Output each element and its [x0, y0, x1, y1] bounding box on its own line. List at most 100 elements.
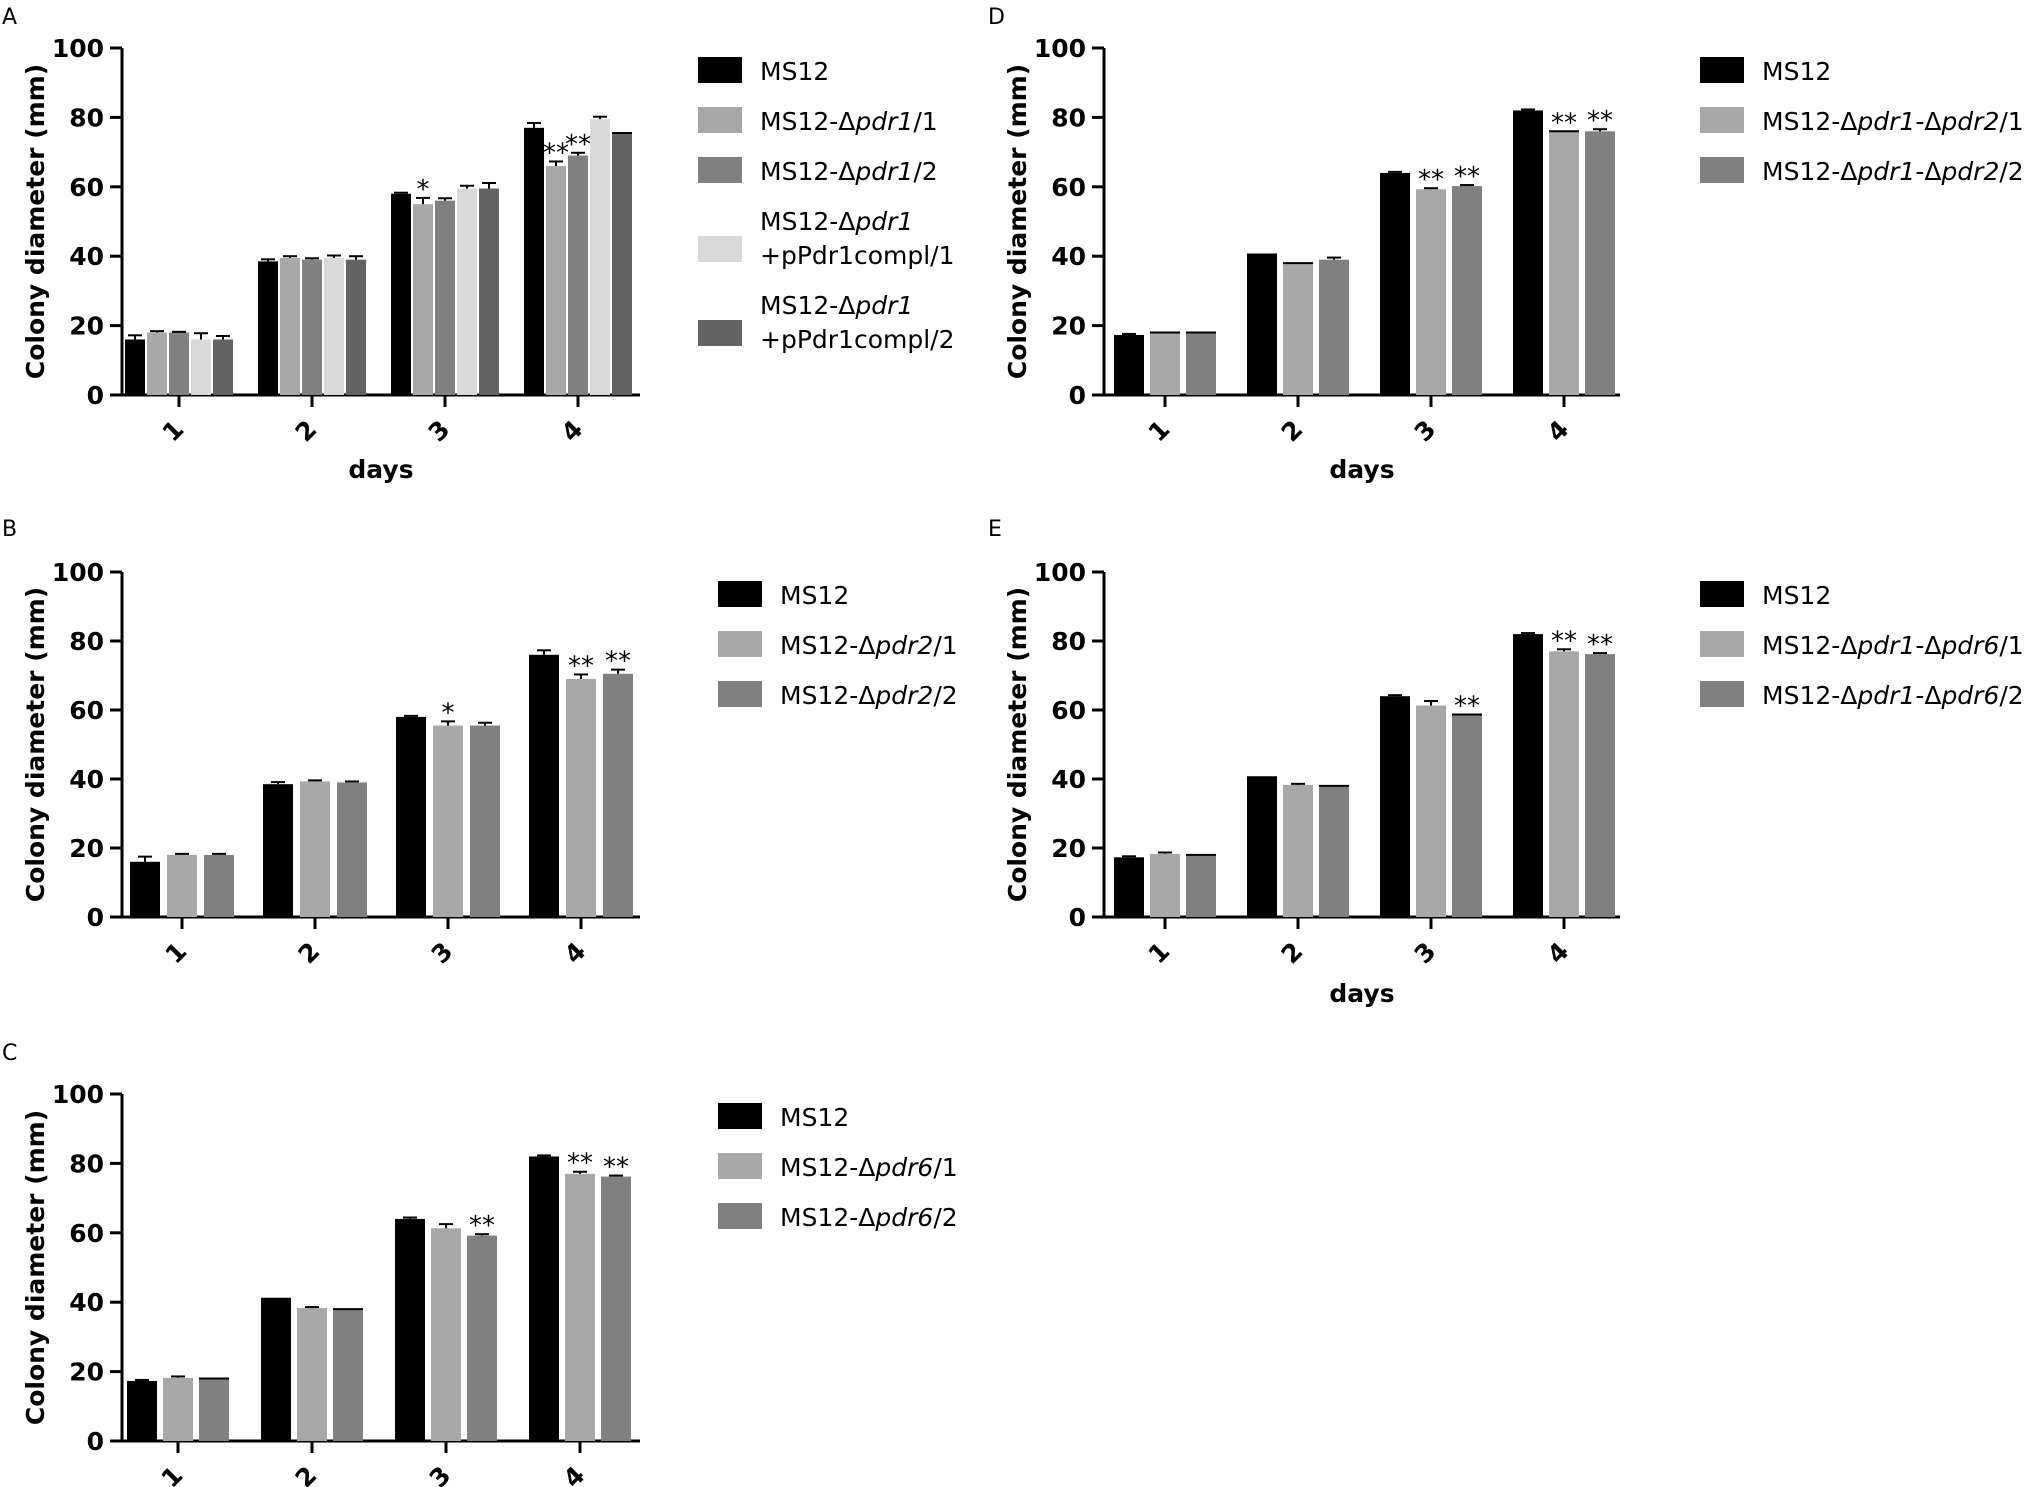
y-tick-label: 40 — [69, 765, 104, 794]
y-axis-label: Colony diameter (mm) — [21, 1110, 50, 1425]
legend-swatch — [698, 157, 742, 183]
legend-label-part: MS12-Δ — [760, 207, 855, 236]
bar — [163, 1377, 193, 1441]
legend-label-part: -Δ — [1915, 681, 1941, 710]
legend-label: MS12 — [780, 581, 849, 610]
significance-label: ** — [568, 651, 594, 681]
legend-label-part: pdr2 — [1940, 157, 1999, 186]
bar — [1150, 853, 1180, 917]
bar — [1114, 334, 1144, 395]
bar — [280, 257, 300, 395]
y-tick-label: 80 — [1051, 627, 1086, 656]
x-tick-label: 4 — [556, 415, 589, 448]
legend-swatch — [718, 631, 762, 657]
bar — [1186, 332, 1216, 395]
bar — [1513, 110, 1543, 396]
legend-swatch — [718, 1203, 762, 1229]
bar — [261, 1298, 291, 1441]
legend-item: MS12-Δpdr1-Δpdr2/2 — [1700, 157, 2024, 186]
bar — [130, 861, 160, 917]
bar — [529, 1156, 559, 1441]
legend-item: MS12-Δpdr1 +pPdr1compl/1 — [698, 207, 954, 270]
legend-label-part: MS12-Δ — [760, 157, 855, 186]
x-tick-label: 1 — [1143, 415, 1176, 448]
legend-item: MS12-Δpdr2/2 — [718, 681, 958, 710]
bar — [263, 784, 293, 917]
legend-label-part: pdr1 — [854, 157, 913, 186]
bar — [1186, 854, 1216, 917]
legend-item: MS12-Δpdr6/1 — [718, 1153, 958, 1182]
bar — [1585, 131, 1615, 395]
legend-label: MS12-Δpdr1/1 — [760, 107, 938, 136]
bar — [1416, 705, 1446, 917]
legend-label-part: /1 — [933, 1153, 957, 1182]
bar — [524, 127, 544, 395]
bar — [395, 1218, 425, 1441]
legend-item: MS12-Δpdr6/2 — [718, 1203, 958, 1232]
legend-item: MS12-Δpdr1 +pPdr1compl/2 — [698, 291, 954, 354]
bar — [566, 678, 596, 917]
significance-label: ** — [1454, 162, 1480, 192]
legend-label: MS12-Δpdr2/2 — [780, 681, 958, 710]
significance-label: ** — [1454, 691, 1480, 721]
panel-label: A — [2, 5, 17, 30]
legend-label: MS12-Δpdr2/1 — [780, 631, 958, 660]
bar — [413, 204, 433, 395]
legend-label-part: /2 — [933, 681, 957, 710]
bar — [467, 1235, 497, 1441]
legend-label: MS12 — [760, 57, 829, 86]
y-tick-label: 20 — [69, 1358, 104, 1387]
bar — [431, 1228, 461, 1441]
y-tick-label: 100 — [52, 1080, 104, 1109]
bar — [346, 259, 366, 395]
bar — [479, 188, 499, 395]
x-tick-label: 2 — [1276, 415, 1309, 448]
legend-label: MS12-Δpdr6/2 — [780, 1203, 958, 1232]
legend-label-part: MS12-Δ — [1762, 631, 1857, 660]
bar — [1452, 714, 1482, 917]
y-tick-label: 80 — [69, 103, 104, 132]
bar — [167, 854, 197, 917]
legend-label: MS12 — [1762, 581, 1831, 610]
legend-item: MS12-Δpdr1-Δpdr2/1 — [1700, 107, 2024, 136]
bar — [1585, 654, 1615, 917]
legend-item: MS12 — [1700, 57, 1831, 86]
y-axis-label: Colony diameter (mm) — [21, 64, 50, 379]
legend-label-part: /2 — [913, 157, 937, 186]
y-axis-label: Colony diameter (mm) — [21, 587, 50, 902]
significance-label: ** — [1551, 108, 1577, 138]
bar — [199, 1378, 229, 1441]
legend-label-part: MS12 — [780, 581, 849, 610]
bar — [1380, 696, 1410, 917]
bar — [1319, 785, 1349, 917]
legend-label-part: MS12-Δ — [1762, 681, 1857, 710]
y-axis-label: Colony diameter (mm) — [1003, 64, 1032, 379]
y-axis-label: Colony diameter (mm) — [1003, 587, 1032, 902]
bar — [1247, 777, 1277, 917]
legend-swatch — [718, 681, 762, 707]
y-tick-label: 80 — [1051, 103, 1086, 132]
y-tick-label: 40 — [1051, 765, 1086, 794]
y-tick-label: 0 — [87, 1427, 104, 1456]
legend-label-part: pdr1 — [854, 291, 913, 320]
bar — [125, 339, 145, 395]
legend: MS12 MS12-Δpdr1-Δpdr2/1 MS12-Δpdr1-Δpdr2/2 — [1700, 57, 2024, 186]
bar — [297, 1308, 327, 1441]
legend-label-part: -Δ — [1915, 157, 1941, 186]
legend-swatch — [698, 57, 742, 83]
legend-label-part: -Δ — [1915, 631, 1941, 660]
x-tick-label: 4 — [1542, 415, 1575, 448]
legend-label-part: pdr1 — [1856, 681, 1915, 710]
y-tick-label: 20 — [1051, 312, 1086, 341]
legend-label-part: MS12-Δ — [1762, 157, 1857, 186]
legend-label-part: pdr6 — [874, 1153, 933, 1182]
legend-label-part: MS12-Δ — [780, 1153, 875, 1182]
legend-label: MS12-Δpdr6/1 — [780, 1153, 958, 1182]
bar — [1283, 263, 1313, 395]
y-tick-label: 60 — [69, 696, 104, 725]
legend-label: MS12-Δpdr1-Δpdr6/2 — [1762, 681, 2024, 710]
legend-label-part: pdr2 — [1940, 107, 1999, 136]
panel-label: E — [988, 517, 1002, 542]
